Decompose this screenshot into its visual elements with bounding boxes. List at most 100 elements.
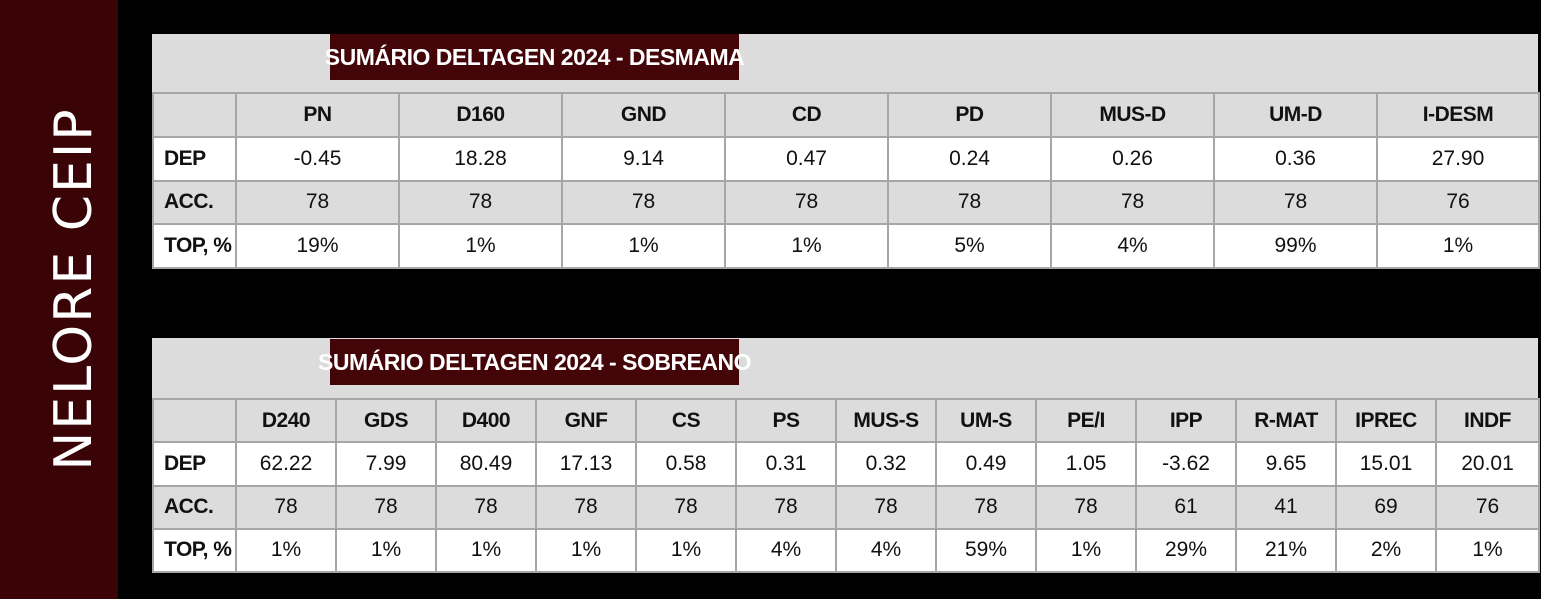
table-cell: 0.31 [735,441,837,487]
table-cell: 1% [1035,527,1137,574]
table-cell: 78 [1050,179,1215,226]
table-cell: 1% [335,527,437,574]
column-header: INDF [1435,397,1540,444]
row-label: DEP [152,135,237,182]
sobreano-panel: SUMÁRIO DELTAGEN 2024 - SOBREANO D240 GD… [152,338,1540,574]
table-row: DEP 62.22 7.99 80.49 17.13 0.58 0.31 0.3… [152,441,1540,487]
table-cell: 78 [435,484,537,530]
table-cell: 20.01 [1435,441,1540,487]
column-header: PN [235,92,400,138]
side-band: NELORE CEIP [0,0,118,599]
corner-cell [152,92,237,138]
column-header: D240 [235,397,337,444]
column-header: CS [635,397,737,444]
table-row: TOP, % 19% 1% 1% 1% 5% 4% 99% 1% [152,223,1540,269]
table-cell: 78 [398,179,563,226]
table-cell: 41 [1235,484,1337,530]
table-cell: -0.45 [235,135,400,182]
header-row: D240 GDS D400 GNF CS PS MUS-S UM-S PE/I … [152,397,1540,444]
corner-cell [152,397,237,444]
table-cell: 1% [1376,223,1540,269]
table-cell: 0.47 [724,135,889,182]
table-cell: 1% [398,223,563,269]
column-header: GDS [335,397,437,444]
table-cell: 1% [1435,527,1540,574]
table-cell: 0.49 [935,441,1037,487]
side-title: NELORE CEIP [44,107,104,471]
column-header: PE/I [1035,397,1137,444]
table-cell: 7.99 [335,441,437,487]
table-cell: 0.24 [887,135,1052,182]
table-cell: 78 [887,179,1052,226]
table-row: TOP, % 1% 1% 1% 1% 1% 4% 4% 59% 1% 29% 2… [152,527,1540,574]
table-cell: 18.28 [398,135,563,182]
table-cell: 0.36 [1213,135,1378,182]
table-row: DEP -0.45 18.28 9.14 0.47 0.24 0.26 0.36… [152,135,1540,182]
table-cell: 1% [435,527,537,574]
column-header: I-DESM [1376,92,1540,138]
table-cell: 4% [1050,223,1215,269]
table-cell: 9.65 [1235,441,1337,487]
table-cell: 62.22 [235,441,337,487]
table-cell: 78 [935,484,1037,530]
table-cell: 0.58 [635,441,737,487]
table-cell: 0.32 [835,441,937,487]
table-cell: 17.13 [535,441,637,487]
table-cell: 9.14 [561,135,726,182]
column-header: IPREC [1335,397,1437,444]
column-header: MUS-D [1050,92,1215,138]
column-header: UM-D [1213,92,1378,138]
column-header: R-MAT [1235,397,1337,444]
table-cell: 1% [561,223,726,269]
row-label: ACC. [152,179,237,226]
table-cell: 4% [835,527,937,574]
table-cell: 78 [835,484,937,530]
table-cell: 27.90 [1376,135,1540,182]
row-label: ACC. [152,484,237,530]
table-row: ACC. 78 78 78 78 78 78 78 76 [152,179,1540,226]
column-header: PD [887,92,1052,138]
table-cell: 1% [724,223,889,269]
table-cell: 78 [735,484,837,530]
table-cell: 5% [887,223,1052,269]
table-cell: 78 [561,179,726,226]
table-cell: 76 [1376,179,1540,226]
table-cell: 78 [235,179,400,226]
column-header: PS [735,397,837,444]
table-cell: 78 [1035,484,1137,530]
table-row: ACC. 78 78 78 78 78 78 78 78 78 61 41 69… [152,484,1540,530]
column-header: IPP [1135,397,1237,444]
table-cell: 1% [635,527,737,574]
table-cell: 1% [535,527,637,574]
table-cell: 19% [235,223,400,269]
sobreano-title: SUMÁRIO DELTAGEN 2024 - SOBREANO [318,339,752,385]
table-cell: 15.01 [1335,441,1437,487]
column-header: GNF [535,397,637,444]
table-cell: 1% [235,527,337,574]
desmama-panel: SUMÁRIO DELTAGEN 2024 - DESMAMA PN D160 … [152,34,1540,269]
table-cell: 80.49 [435,441,537,487]
column-header: GND [561,92,726,138]
table-cell: 78 [535,484,637,530]
column-header: MUS-S [835,397,937,444]
desmama-title: SUMÁRIO DELTAGEN 2024 - DESMAMA [325,34,745,80]
table-cell: 59% [935,527,1037,574]
row-label: DEP [152,441,237,487]
column-header: D160 [398,92,563,138]
table-cell: 78 [635,484,737,530]
row-label: TOP, % [152,223,237,269]
table-cell: 78 [1213,179,1378,226]
column-header: CD [724,92,889,138]
table-cell: 1.05 [1035,441,1137,487]
table-cell: 78 [235,484,337,530]
table-cell: 99% [1213,223,1378,269]
table-cell: 78 [335,484,437,530]
table-cell: 4% [735,527,837,574]
row-label: TOP, % [152,527,237,574]
table-cell: -3.62 [1135,441,1237,487]
sobreano-table: D240 GDS D400 GNF CS PS MUS-S UM-S PE/I … [152,397,1540,574]
table-cell: 0.26 [1050,135,1215,182]
column-header: UM-S [935,397,1037,444]
table-cell: 78 [724,179,889,226]
table-cell: 61 [1135,484,1237,530]
